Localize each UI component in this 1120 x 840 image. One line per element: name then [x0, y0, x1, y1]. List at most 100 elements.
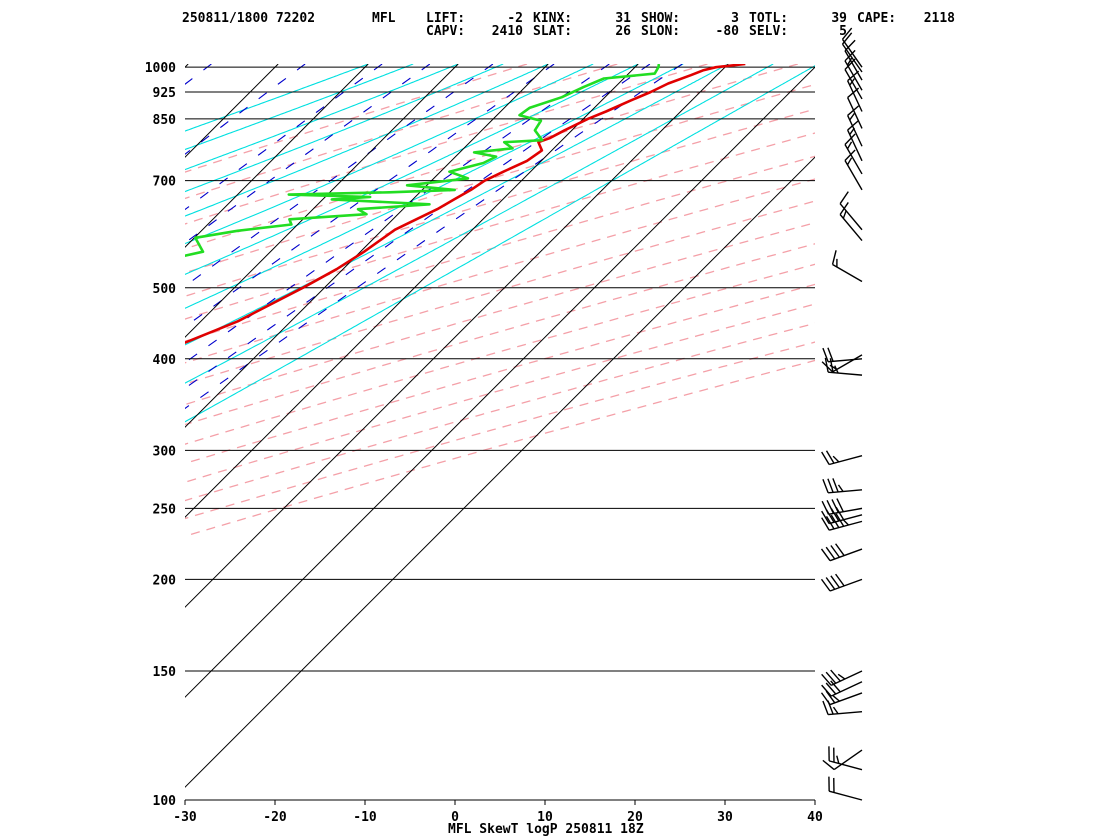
wind-barb-feather [836, 498, 844, 512]
moist-adiabat-line [185, 64, 459, 171]
wind-barb-staff [829, 578, 863, 592]
wind-barb-feather [825, 546, 836, 560]
isotherm-line [185, 64, 459, 338]
wind-barb [820, 573, 863, 592]
header-cape-label: CAPE: [857, 11, 896, 26]
header-show-value: 3 [731, 11, 739, 26]
dewpoint-profile-line [185, 64, 661, 258]
isobars [185, 66, 815, 801]
wind-barb-staff [846, 80, 863, 112]
pressure-tick-label: 700 [153, 175, 177, 190]
dry-adiabat-line [185, 64, 618, 200]
wind-barb [828, 776, 863, 801]
header-totl-label: TOTL: [749, 11, 788, 26]
wind-barb-feather [821, 684, 832, 697]
dry-adiabat-line [185, 64, 708, 225]
temperature-tick-label: -30 [173, 810, 197, 825]
wind-barb-staff [828, 455, 863, 466]
moist-adiabat-line [185, 64, 774, 384]
dry-adiabat-line [185, 83, 815, 274]
moist-adiabat-line [185, 64, 684, 309]
wind-barb-feather [839, 191, 849, 205]
wind-barb-feather [844, 149, 856, 161]
wind-barb-feather [820, 578, 831, 592]
moist-adiabat-line [185, 64, 414, 151]
temperature-tick-label: 40 [807, 810, 823, 825]
pressure-tick-label: 925 [153, 86, 176, 101]
isotherm-line [0, 64, 98, 800]
wind-barb [821, 354, 863, 373]
header-selv-value: 5 [839, 24, 847, 39]
wind-barb-feather [830, 545, 841, 558]
isotherm-line [0, 64, 8, 800]
isotherm-line [185, 64, 279, 158]
wind-barb-feather [842, 210, 847, 219]
wind-barb-feather [835, 573, 845, 587]
wind-barb-feather [846, 57, 853, 66]
wind-barb [821, 498, 863, 515]
wind-barb-feather [831, 250, 837, 265]
wind-barb [841, 27, 863, 68]
header-slon-value: -80 [716, 24, 740, 39]
mixing-ratio-line [185, 64, 383, 211]
header-slat-label: SLAT: [533, 24, 572, 39]
header-lift-value: -2 [507, 11, 523, 26]
pressure-tick-label: 300 [153, 444, 177, 459]
header-kinx-label: KINX: [533, 11, 572, 26]
wind-barb-feather [841, 27, 853, 40]
header-stats: 250811/1800 72202 MFL LIFT: -2 KINX: 31 … [182, 11, 955, 39]
wind-barb-staff [828, 520, 863, 531]
header-show-label: SHOW: [641, 11, 680, 26]
wind-barb-feather [830, 680, 841, 693]
chart-footer-title: MFL SkewT logP 250811 18Z [448, 822, 644, 837]
dry-adiabat-line [185, 359, 815, 537]
wind-barb-feather [826, 500, 835, 514]
dry-adiabat-line [185, 341, 815, 520]
temperature-tick-label: 30 [717, 810, 733, 825]
header-selv-label: SELV: [749, 24, 788, 39]
wind-barb-feather [835, 543, 845, 556]
wind-barb-feather [822, 347, 829, 363]
moist-adiabat-line [185, 64, 369, 132]
wind-barb-staff [830, 681, 863, 697]
wind-barb-staff [833, 749, 863, 771]
mixing-ratio-line [185, 64, 431, 244]
temperature-tick-label: 0 [451, 810, 459, 825]
wind-barb [821, 669, 863, 686]
wind-barb-staff [828, 760, 863, 771]
moist-adiabat-line [185, 65, 815, 423]
wind-barb-staff [828, 371, 863, 376]
wind-barb-feather [822, 478, 829, 494]
mixing-ratio-line [185, 64, 610, 364]
wind-barb-feather [832, 455, 840, 463]
isotherm-line [185, 156, 815, 788]
wind-barb-feather [825, 671, 837, 684]
wind-barb-feather [820, 548, 831, 562]
wind-barb-feather [830, 669, 841, 682]
moist-adiabat-line [185, 64, 549, 217]
wind-barb-feather [821, 361, 834, 373]
moist-adiabat-line [185, 64, 594, 245]
wind-barb-staff [846, 129, 863, 162]
mixing-ratio-line [185, 64, 651, 389]
wind-barb-feather [822, 700, 829, 715]
wind-barb-staff [846, 97, 863, 129]
temperature-tick-label: 10 [537, 810, 553, 825]
wind-barb-staff [846, 115, 863, 147]
temperature-tick-label: 20 [627, 810, 643, 825]
wind-barb-feather [821, 510, 830, 524]
wind-barb-staff [844, 69, 863, 100]
wind-barb-feather [832, 478, 839, 493]
dry-adiabat-line [185, 178, 815, 364]
mixing-ratio-line [185, 64, 494, 287]
isotherm-line [185, 66, 815, 698]
wind-barb-feather [825, 577, 836, 590]
wind-barb-feather [849, 112, 855, 121]
wind-barb-staff [828, 790, 863, 801]
wind-barb-staff [828, 358, 863, 363]
parcel-profile-line [13, 371, 124, 415]
dry-adiabat-line [185, 64, 528, 173]
pressure-tick-label: 150 [153, 665, 177, 680]
dry-adiabat-line [185, 108, 815, 297]
wind-barbs [820, 27, 863, 801]
